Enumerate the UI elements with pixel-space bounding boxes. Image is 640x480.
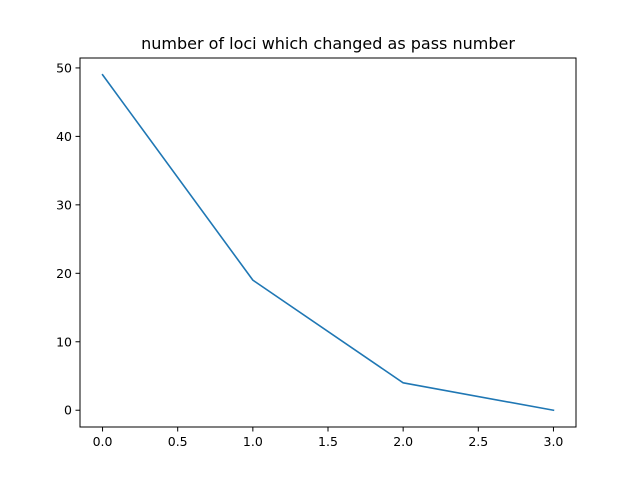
y-axis: 0 10 20 30 40 50 (56, 60, 80, 418)
x-tick-label-2: 1.0 (243, 434, 263, 449)
x-tick-label-3: 1.5 (318, 434, 338, 449)
x-tick-label-6: 3.0 (544, 434, 564, 449)
y-tick-label-2: 20 (56, 266, 72, 281)
x-tick-label-5: 2.5 (468, 434, 488, 449)
y-tick-label-5: 50 (56, 60, 72, 75)
x-tick-label-1: 0.5 (168, 434, 188, 449)
x-axis: 0.0 0.5 1.0 1.5 2.0 2.5 3.0 (93, 427, 564, 449)
y-tick-label-4: 40 (56, 129, 72, 144)
x-tick-label-0: 0.0 (93, 434, 113, 449)
y-tick-label-1: 10 (56, 334, 72, 349)
x-tick-label-4: 2.0 (393, 434, 413, 449)
chart-title: number of loci which changed as pass num… (141, 34, 515, 53)
series-line-0 (101, 73, 555, 412)
plot-area (101, 73, 555, 412)
y-tick-label-0: 0 (64, 403, 72, 418)
y-tick-label-3: 30 (56, 197, 72, 212)
